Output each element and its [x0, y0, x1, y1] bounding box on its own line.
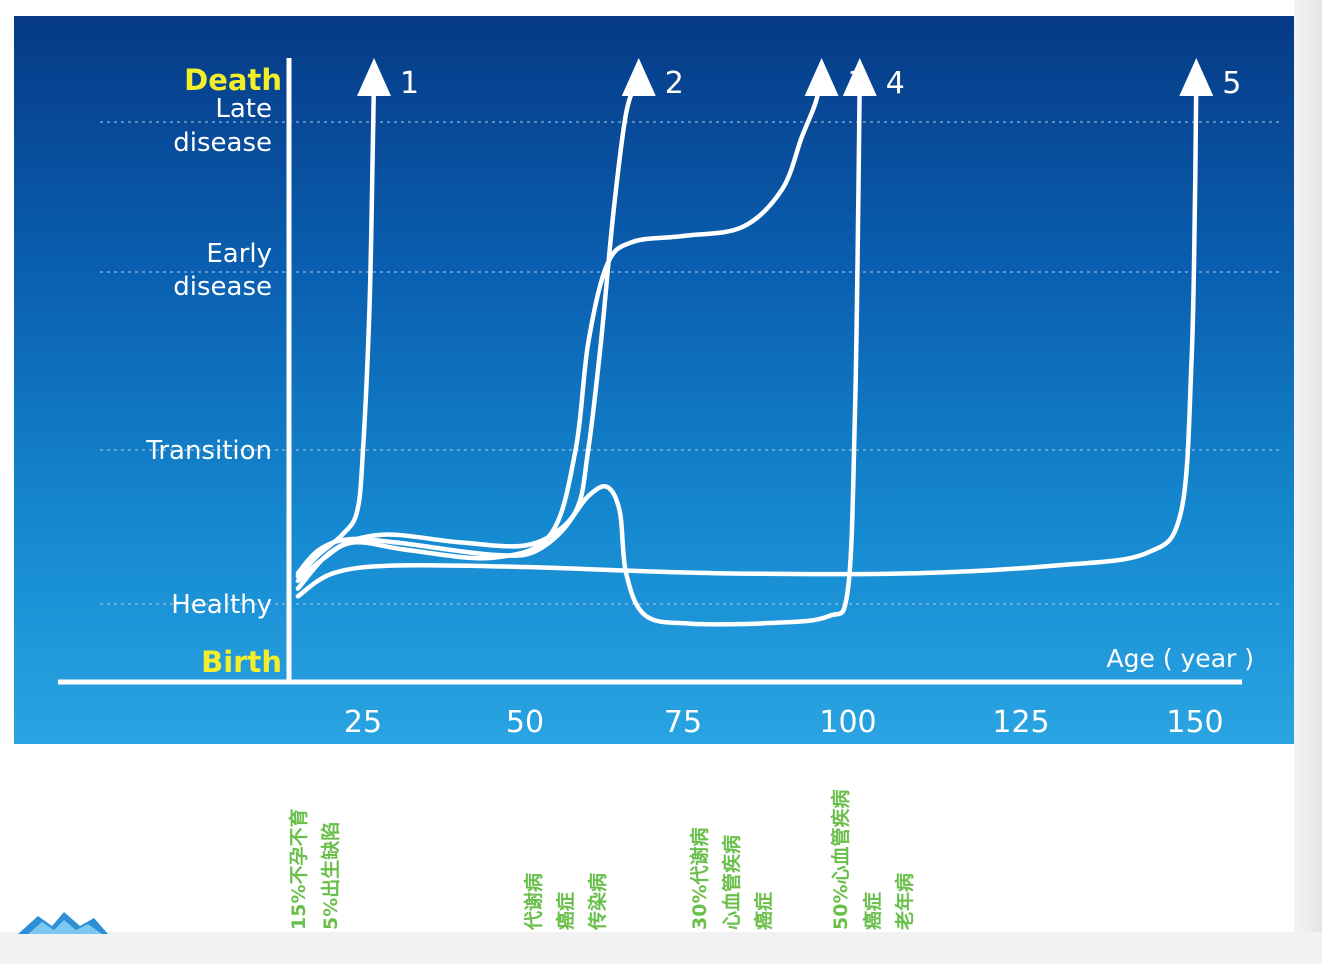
axes — [58, 58, 1242, 685]
y-level-labels: Birth Healthy Transition Early disease Late di… — [145, 63, 282, 679]
trajectory-curves: 12345 — [295, 58, 1241, 627]
annotation-50: 代谢病 癌症 传染病 — [522, 873, 609, 931]
right-edge-strip — [1294, 0, 1322, 964]
annotation-75: 30%代谢病 心血管疾病 癌症 — [688, 828, 775, 930]
annotation-line: 癌症 — [752, 892, 775, 930]
curve-3 — [295, 75, 824, 584]
annotation-line: 15%不孕不育 — [287, 809, 310, 930]
curve-4 — [295, 75, 863, 627]
arrowhead-1 — [357, 58, 392, 96]
curve-1 — [295, 75, 377, 579]
annotation-line: 50%心血管疾病 — [829, 790, 852, 930]
y-label-death: Death — [184, 63, 282, 97]
y-label-transition: Transition — [145, 436, 272, 466]
y-label-late: Late disease — [173, 94, 272, 158]
arrowhead-3 — [804, 58, 839, 96]
curve-label-4: 4 — [886, 66, 905, 101]
x-tick-125: 125 — [992, 705, 1049, 740]
arrowhead-2 — [621, 58, 656, 96]
bottom-edge-strip — [0, 932, 1322, 964]
annotation-100: 50%心血管疾病 癌症 老年病 — [829, 790, 916, 930]
curve-5 — [295, 75, 1199, 599]
curve-label-2: 2 — [665, 66, 684, 101]
annotation-line: 癌症 — [861, 892, 884, 930]
annotation-line: 30%代谢病 — [688, 828, 711, 930]
chart-panel — [14, 16, 1294, 744]
annotation-line: 癌症 — [554, 892, 577, 930]
x-tick-50: 50 — [506, 705, 544, 740]
curve-label-5: 5 — [1222, 66, 1241, 101]
y-label-healthy: Healthy — [171, 590, 272, 620]
x-tick-25: 25 — [344, 705, 382, 740]
level-gridlines — [100, 121, 1280, 605]
y-label-birth: Birth — [201, 645, 282, 679]
y-label-early: Early disease — [173, 239, 272, 302]
logo-icon — [18, 912, 108, 934]
x-tick-100: 100 — [819, 705, 876, 740]
curve-label-1: 1 — [400, 66, 419, 101]
annotation-25: 15%不孕不育 5%出生缺陷 — [287, 809, 342, 930]
arrowhead-5 — [1179, 58, 1214, 96]
x-tick-labels: 25 50 75 100 125 150 — [344, 705, 1224, 740]
arrowhead-4 — [842, 58, 877, 96]
annotation-line: 心血管疾病 — [720, 835, 743, 930]
annotation-line: 老年病 — [893, 873, 916, 930]
annotation-line: 5%出生缺陷 — [319, 822, 342, 930]
annotation-line: 传染病 — [586, 873, 609, 931]
x-tick-150: 150 — [1166, 705, 1223, 740]
annotation-line: 代谢病 — [522, 873, 545, 931]
x-tick-75: 75 — [664, 705, 702, 740]
x-axis-title: Age ( year ) — [1107, 644, 1254, 673]
disease-annotations: 15%不孕不育 5%出生缺陷 代谢病 癌症 传染病 30%代谢病 心血管疾病 癌症 50%心血管… — [287, 790, 916, 931]
